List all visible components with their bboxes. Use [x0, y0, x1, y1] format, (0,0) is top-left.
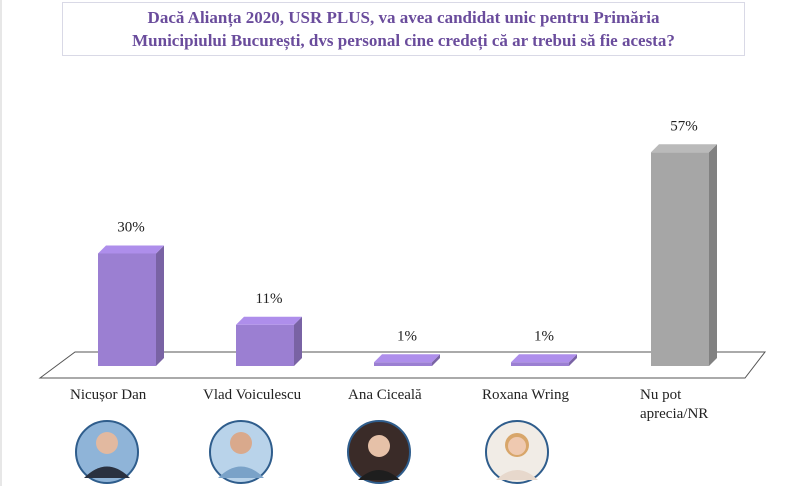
category-label: Vlad Voiculescu — [203, 387, 302, 403]
bar-side — [569, 354, 577, 366]
avatars — [75, 420, 549, 484]
bar-side — [294, 316, 302, 366]
category-label: Roxana Wring — [482, 387, 570, 403]
bar-side — [709, 144, 717, 366]
value-label: 11% — [256, 291, 283, 307]
value-label: 1% — [534, 328, 554, 344]
bar — [374, 362, 432, 366]
bar — [651, 152, 709, 366]
bar-top — [651, 144, 717, 153]
avatar — [485, 420, 549, 484]
avatar — [209, 420, 273, 484]
avatar — [75, 420, 139, 484]
bar — [511, 362, 569, 366]
bar-top — [236, 316, 302, 325]
bar-top — [98, 245, 164, 254]
value-label: 1% — [397, 328, 417, 344]
bar — [98, 253, 156, 366]
value-label: 57% — [670, 118, 698, 134]
bar-side — [432, 354, 440, 366]
bar-top — [511, 354, 577, 363]
category-label: Nu pot apreciа/NR — [640, 387, 709, 422]
title-box: Dacă Alianța 2020, USR PLUS, va avea can… — [62, 2, 745, 56]
category-label: Nicușor Dan — [70, 387, 147, 403]
chart-title: Dacă Alianța 2020, USR PLUS, va avea can… — [132, 8, 675, 50]
value-label: 30% — [117, 220, 145, 236]
avatar — [347, 420, 411, 484]
category-label: Ana Ciceală — [348, 387, 422, 403]
bar-side — [156, 245, 164, 366]
bar — [236, 324, 294, 366]
bar-top — [374, 354, 440, 363]
